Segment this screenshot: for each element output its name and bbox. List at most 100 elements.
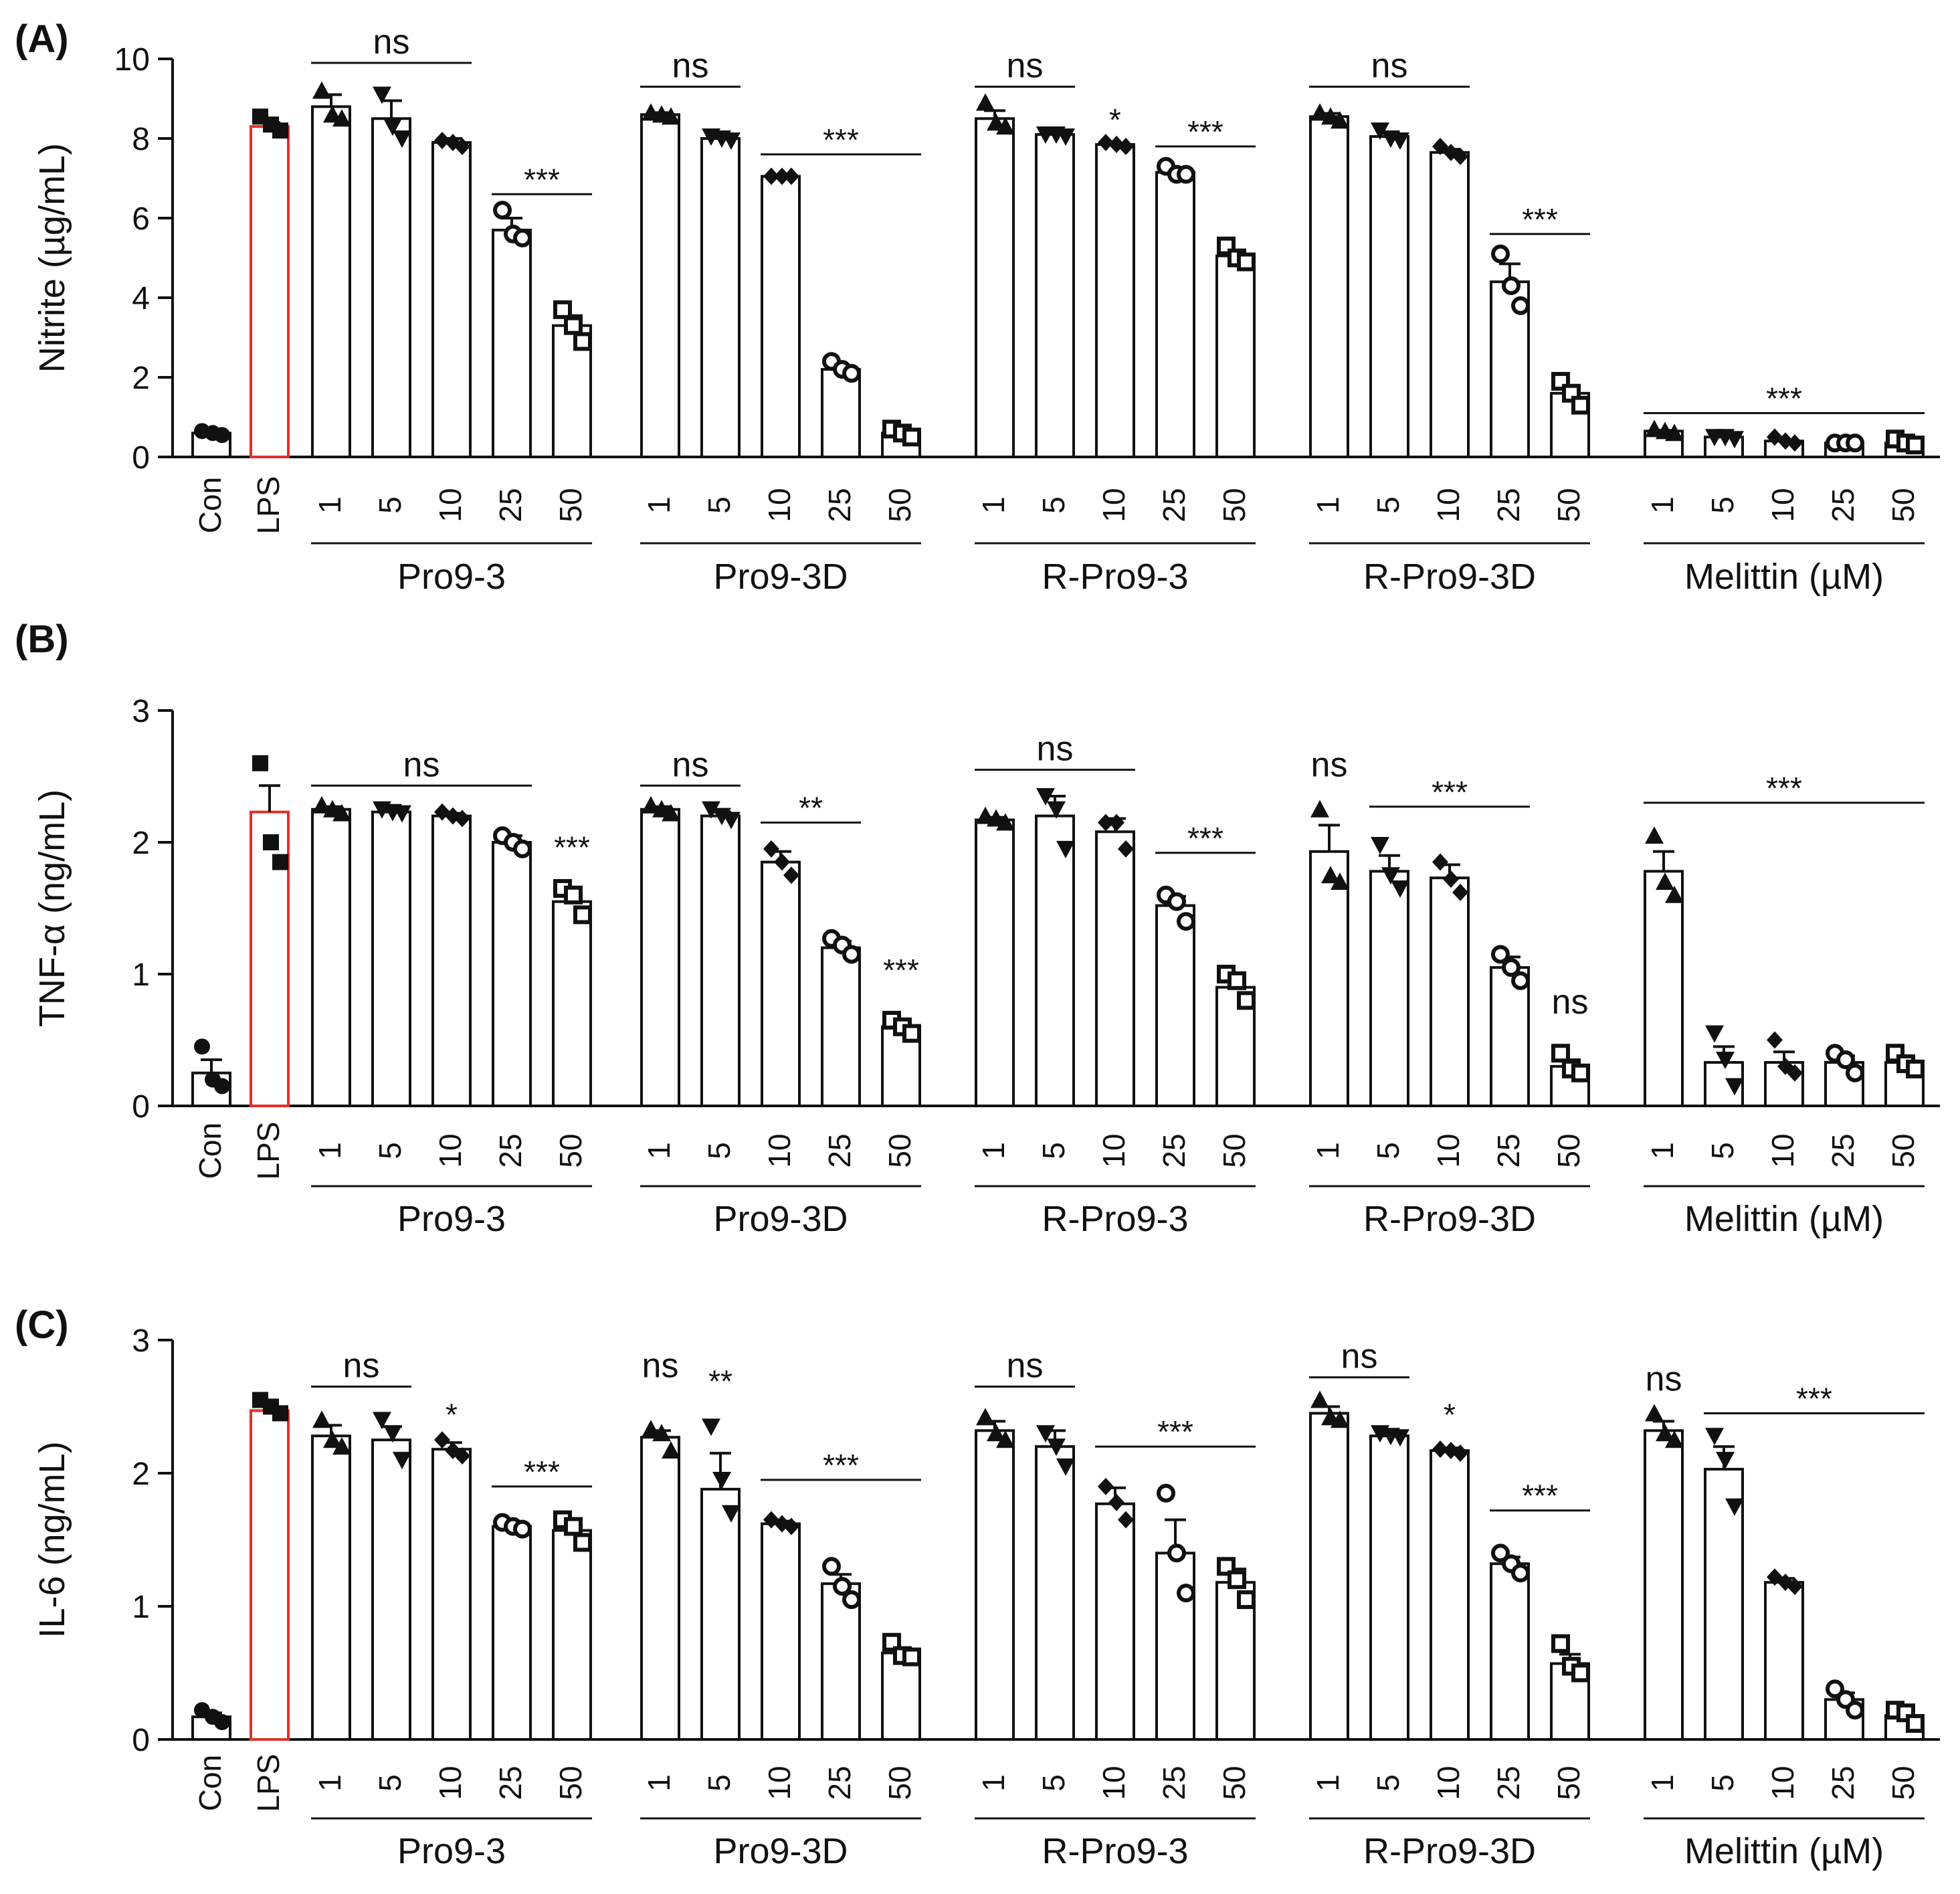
data-point <box>1787 1064 1803 1082</box>
panel-label: (A) <box>15 17 69 61</box>
bar <box>1430 1449 1470 1741</box>
significance-label: ns <box>373 23 410 62</box>
data-point <box>722 1505 741 1523</box>
data-point <box>1705 1025 1724 1043</box>
data-point <box>1177 1584 1195 1603</box>
bar <box>1430 151 1470 458</box>
data-point <box>573 1533 592 1552</box>
data-point <box>976 806 995 824</box>
data-point <box>1118 840 1134 858</box>
x-tick-label: 1 <box>642 1142 676 1159</box>
data-point <box>1098 814 1114 832</box>
bar-group2-5: 5 <box>1035 126 1075 514</box>
bar <box>1095 143 1135 459</box>
bar-group0-25: 25 <box>492 826 532 1168</box>
data-point <box>1491 1543 1510 1563</box>
data-point <box>833 1577 852 1596</box>
bar <box>552 900 592 1108</box>
x-tick-label: 1 <box>642 1774 676 1792</box>
data-point <box>1656 1424 1674 1442</box>
data-point <box>332 109 351 127</box>
significance-annotation: ns <box>1309 47 1470 88</box>
significance-label: ns <box>1371 47 1408 86</box>
y-tick-label: 6 <box>132 201 150 237</box>
significance-label: *** <box>1432 775 1468 810</box>
bar <box>1095 830 1135 1107</box>
data-point <box>434 1431 450 1449</box>
bar-group0-5: 5 <box>371 86 411 514</box>
bar <box>1644 870 1684 1107</box>
bar <box>1155 904 1195 1108</box>
bar-group2-1: 1 <box>975 1408 1015 1792</box>
data-point <box>214 1714 230 1731</box>
data-point <box>1217 1557 1236 1576</box>
data-point <box>1167 892 1186 911</box>
significance-annotation: *** <box>554 830 590 865</box>
x-tick-label: 1 <box>976 1142 1011 1159</box>
bar <box>1155 171 1195 458</box>
data-point <box>662 1441 680 1459</box>
group-label: R-Pro9-3D <box>1363 1831 1536 1871</box>
data-point <box>1452 1444 1468 1462</box>
bar <box>1490 966 1530 1108</box>
data-point <box>1381 867 1400 885</box>
data-point <box>1167 1543 1186 1563</box>
data-point <box>1665 423 1684 442</box>
bar <box>431 140 472 458</box>
data-point <box>783 167 799 185</box>
data-point <box>573 332 592 351</box>
bar <box>250 1409 290 1741</box>
x-tick-label: 50 <box>1551 1766 1586 1800</box>
x-tick-label: 50 <box>553 1766 588 1800</box>
x-tick-label: 25 <box>1826 1766 1860 1800</box>
data-point <box>214 1078 230 1095</box>
y-tick-label: 1 <box>132 957 150 993</box>
data-point <box>1237 991 1256 1010</box>
bar-group3-1: 1 <box>1309 103 1349 514</box>
data-point <box>1787 434 1803 452</box>
x-tick-label: 50 <box>882 488 917 522</box>
group-label: Melittin (µM) <box>1684 1831 1884 1871</box>
bar <box>552 1529 592 1741</box>
data-point <box>1705 1428 1724 1446</box>
y-tick-label: 2 <box>132 361 150 396</box>
x-tick-label: 5 <box>1036 1774 1071 1792</box>
data-point <box>1716 1052 1735 1070</box>
data-point <box>987 1424 1005 1442</box>
x-tick-label: 25 <box>1157 1766 1191 1800</box>
data-point <box>1391 880 1409 898</box>
x-tick-label: Con <box>193 1755 227 1811</box>
significance-label: * <box>1444 1397 1456 1432</box>
bar-group4-25: 25 <box>1824 1679 1864 1800</box>
bar-group1-10: 10 <box>761 1511 801 1800</box>
data-point <box>312 1410 331 1428</box>
significance-annotation: ns <box>311 745 532 787</box>
data-point <box>214 427 230 444</box>
x-tick-label: 50 <box>882 1133 917 1167</box>
data-point <box>1665 885 1684 903</box>
significance-label: *** <box>1522 1479 1558 1513</box>
bar-group0-10: 10 <box>431 803 472 1168</box>
data-point <box>1665 1430 1684 1448</box>
y-tick-label: 2 <box>132 1456 150 1492</box>
panel-2: (C) 0 1 2 3 IL-6 (ng/mL) Con LPS 1 5 10 25 50 Pro9-3 1… <box>15 1303 1940 1871</box>
bar-group4-1: 1 <box>1644 1404 1684 1792</box>
bar <box>1764 1581 1804 1741</box>
data-point <box>1551 1044 1570 1063</box>
data-point <box>393 130 411 148</box>
bar <box>821 1582 861 1741</box>
data-point <box>822 1557 841 1576</box>
data-point <box>1432 137 1448 155</box>
bar-group0-50: 50 <box>552 300 592 523</box>
significance-annotation: * <box>1444 1397 1456 1432</box>
significance-label: *** <box>1187 114 1223 149</box>
bar-group3-5: 5 <box>1369 836 1409 1159</box>
data-point <box>902 1024 921 1043</box>
significance-annotation: ** <box>708 1364 732 1399</box>
y-tick-label: 8 <box>132 122 150 157</box>
significance-annotation: *** <box>1490 202 1590 237</box>
x-tick-label: 5 <box>702 1774 737 1792</box>
bar-group2-10: 10 <box>1095 814 1135 1168</box>
bar <box>640 808 680 1107</box>
bar <box>1309 1412 1349 1741</box>
